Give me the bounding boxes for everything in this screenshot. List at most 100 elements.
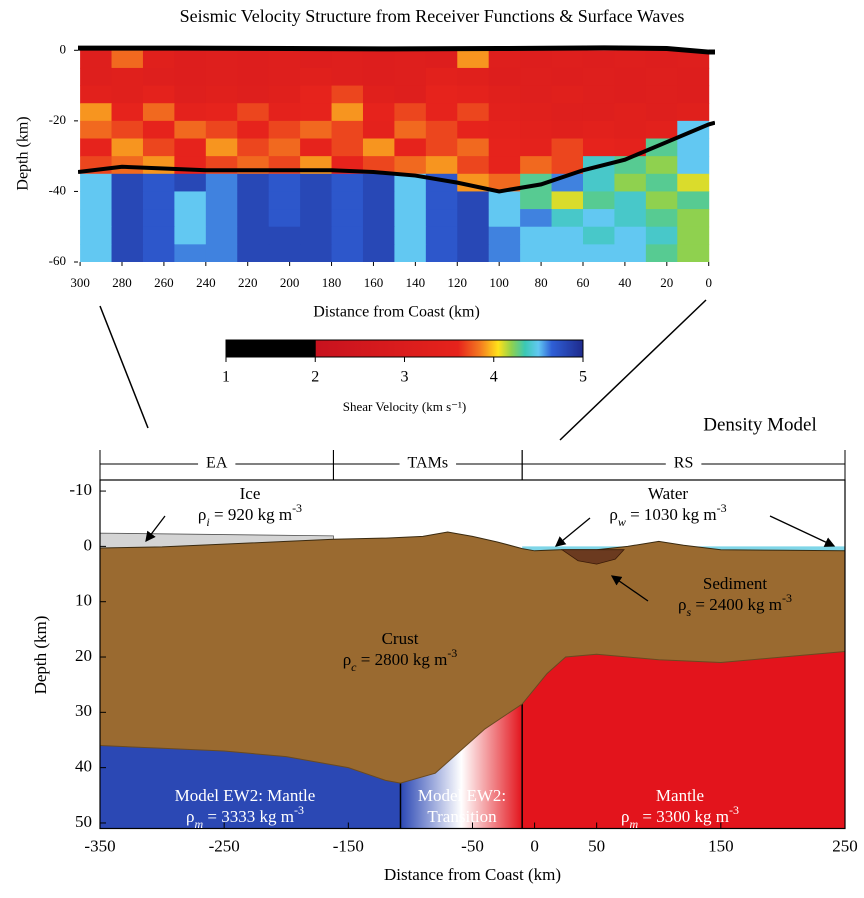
velocity-cell xyxy=(174,244,206,262)
velocity-cell xyxy=(363,86,395,104)
annotation: ρw = 1030 kg m-3 xyxy=(609,501,726,529)
velocity-cell xyxy=(300,68,332,86)
velocity-cell xyxy=(300,139,332,157)
velocity-cell xyxy=(237,50,269,68)
velocity-cell xyxy=(300,121,332,139)
velocity-cell xyxy=(520,103,552,121)
velocity-cell xyxy=(112,103,144,121)
x-tick-label: 250 xyxy=(832,836,858,855)
velocity-cell xyxy=(332,244,364,262)
velocity-cell xyxy=(174,174,206,192)
x-tick-label: 50 xyxy=(588,836,605,855)
velocity-cell xyxy=(646,86,678,104)
velocity-cell xyxy=(112,139,144,157)
x-tick-label: -350 xyxy=(84,836,115,855)
y-tick-label: 20 xyxy=(75,646,92,665)
annotation-part: = 3300 kg m xyxy=(638,807,729,826)
x-tick-label: 300 xyxy=(70,275,90,290)
velocity-cell xyxy=(300,103,332,121)
velocity-cell xyxy=(583,244,615,262)
colorbar-label: Shear Velocity (km s⁻¹) xyxy=(343,399,467,414)
velocity-cell xyxy=(112,50,144,68)
x-tick-label: -150 xyxy=(333,836,364,855)
velocity-cell xyxy=(394,209,426,227)
velocity-cell xyxy=(300,191,332,209)
annotation-part: Sediment xyxy=(703,574,767,593)
velocity-cell xyxy=(206,86,238,104)
velocity-cell xyxy=(457,86,489,104)
x-tick-label: 60 xyxy=(576,275,589,290)
annotation-part: -3 xyxy=(292,501,302,515)
velocity-cell xyxy=(80,121,112,139)
velocity-cell xyxy=(426,191,458,209)
velocity-cell xyxy=(174,191,206,209)
velocity-cell xyxy=(457,68,489,86)
velocity-cell xyxy=(143,156,175,174)
velocity-cell xyxy=(677,156,709,174)
velocity-cell xyxy=(143,139,175,157)
velocity-cell xyxy=(614,50,646,68)
velocity-cell xyxy=(206,174,238,192)
velocity-cell xyxy=(206,191,238,209)
arrow xyxy=(770,516,834,546)
x-tick-label: -50 xyxy=(461,836,484,855)
annotation-part: -3 xyxy=(447,646,457,660)
colorbar-tick-label: 2 xyxy=(311,369,319,386)
velocity-cell xyxy=(300,50,332,68)
velocity-cell xyxy=(457,191,489,209)
velocity-cell xyxy=(583,121,615,139)
velocity-cell xyxy=(269,139,301,157)
chart-title: Density Model xyxy=(703,414,816,435)
velocity-cell xyxy=(80,227,112,245)
velocity-cell xyxy=(489,68,521,86)
velocity-cell xyxy=(457,209,489,227)
velocity-cell xyxy=(426,209,458,227)
velocity-cell xyxy=(457,139,489,157)
velocity-cell xyxy=(583,227,615,245)
velocity-cell xyxy=(646,209,678,227)
velocity-cell xyxy=(206,209,238,227)
x-tick-label: 20 xyxy=(660,275,673,290)
x-tick-label: 80 xyxy=(535,275,548,290)
velocity-cell xyxy=(646,156,678,174)
velocity-cell xyxy=(332,209,364,227)
velocity-cell xyxy=(80,209,112,227)
annotation-part: = 2800 kg m xyxy=(357,650,448,669)
velocity-cell xyxy=(80,50,112,68)
velocity-cell xyxy=(332,191,364,209)
velocity-cell xyxy=(300,244,332,262)
velocity-cell xyxy=(552,191,584,209)
annotation-part: Water xyxy=(648,484,688,503)
velocity-cell xyxy=(614,103,646,121)
velocity-cell xyxy=(112,68,144,86)
velocity-cell xyxy=(174,121,206,139)
velocity-cell xyxy=(332,174,364,192)
velocity-cell xyxy=(269,121,301,139)
velocity-cell xyxy=(552,68,584,86)
velocity-cell xyxy=(174,209,206,227)
y-axis-label: Depth (km) xyxy=(31,616,50,695)
velocity-cell xyxy=(143,121,175,139)
velocity-cell xyxy=(332,86,364,104)
velocity-cell xyxy=(520,156,552,174)
velocity-cell xyxy=(394,244,426,262)
velocity-cell xyxy=(646,244,678,262)
velocity-cell xyxy=(677,209,709,227)
velocity-cell xyxy=(489,139,521,157)
velocity-cell xyxy=(80,191,112,209)
velocity-cell xyxy=(206,103,238,121)
chart-title: Seismic Velocity Structure from Receiver… xyxy=(180,6,685,26)
annotation: ρi = 920 kg m-3 xyxy=(198,501,302,529)
annotation-part: -3 xyxy=(294,803,304,817)
velocity-cell xyxy=(332,103,364,121)
velocity-cell xyxy=(237,86,269,104)
region-label: RS xyxy=(674,455,694,472)
velocity-cell xyxy=(677,244,709,262)
annotation-part: = 920 kg m xyxy=(210,505,292,524)
velocity-cell xyxy=(269,50,301,68)
velocity-cell xyxy=(646,50,678,68)
velocity-cell xyxy=(143,50,175,68)
annotation: Ice xyxy=(240,484,261,503)
velocity-cell xyxy=(143,103,175,121)
